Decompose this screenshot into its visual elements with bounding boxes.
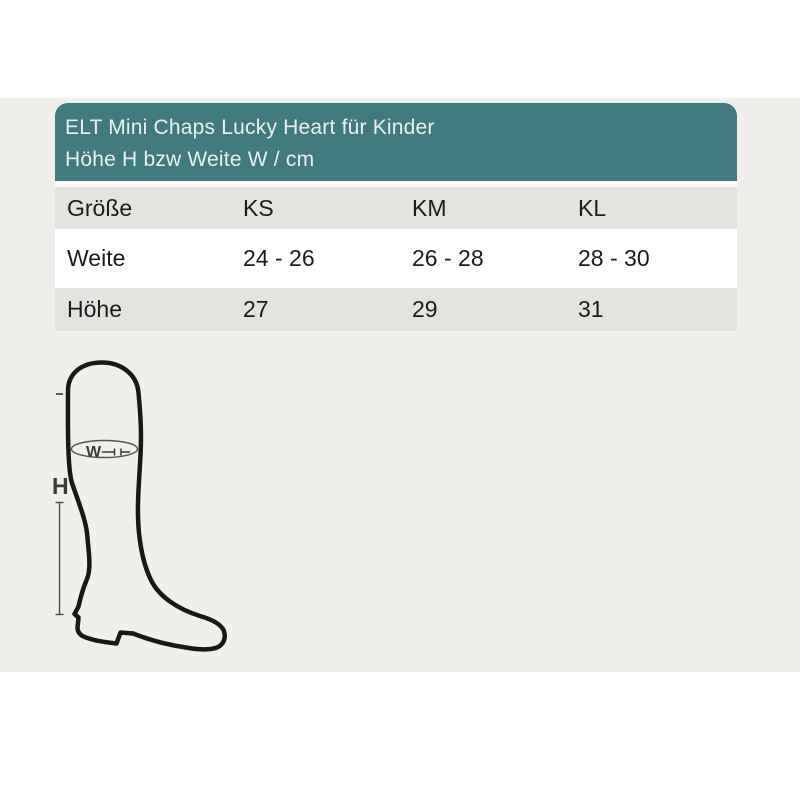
table-cell-height-kl: 31 <box>578 296 604 322</box>
table-cell-height-label: Höhe <box>67 296 122 322</box>
table-cell-height-km: 29 <box>412 296 438 322</box>
table-cell-height-ks: 27 <box>243 296 269 322</box>
table-cell-width-km: 26 - 28 <box>412 245 484 271</box>
table-header-row: Größe KS KM KL <box>55 187 737 229</box>
boot-outline <box>65 360 227 652</box>
table-cell-width-label: Weite <box>67 245 126 271</box>
width-label: W <box>86 444 102 461</box>
chart-title-line2: Höhe H bzw Weite W / cm <box>65 148 315 171</box>
table-cell-size-km: KM <box>412 194 447 221</box>
boot-measurement-diagram: W H <box>40 355 240 665</box>
table-cell-size-label: Größe <box>67 194 133 221</box>
width-dimension-line <box>102 448 130 456</box>
chart-title-line1: ELT Mini Chaps Lucky Heart für Kinder <box>65 116 435 139</box>
table-cell-width-ks: 24 - 26 <box>243 245 315 271</box>
table-row-height: Höhe 27 29 31 <box>55 288 737 331</box>
table-row-width: Weite 24 - 26 26 - 28 28 - 30 <box>55 229 737 288</box>
height-dimension-line <box>55 501 64 616</box>
table-cell-size-kl: KL <box>578 194 607 221</box>
table-cell-width-kl: 28 - 30 <box>578 245 650 271</box>
height-label: H <box>52 473 69 499</box>
header-table-divider <box>55 181 737 187</box>
width-measure-ellipse <box>70 439 139 459</box>
table-cell-size-ks: KS <box>243 194 274 221</box>
size-chart-header: ELT Mini Chaps Lucky Heart für Kinder Hö… <box>55 103 737 181</box>
